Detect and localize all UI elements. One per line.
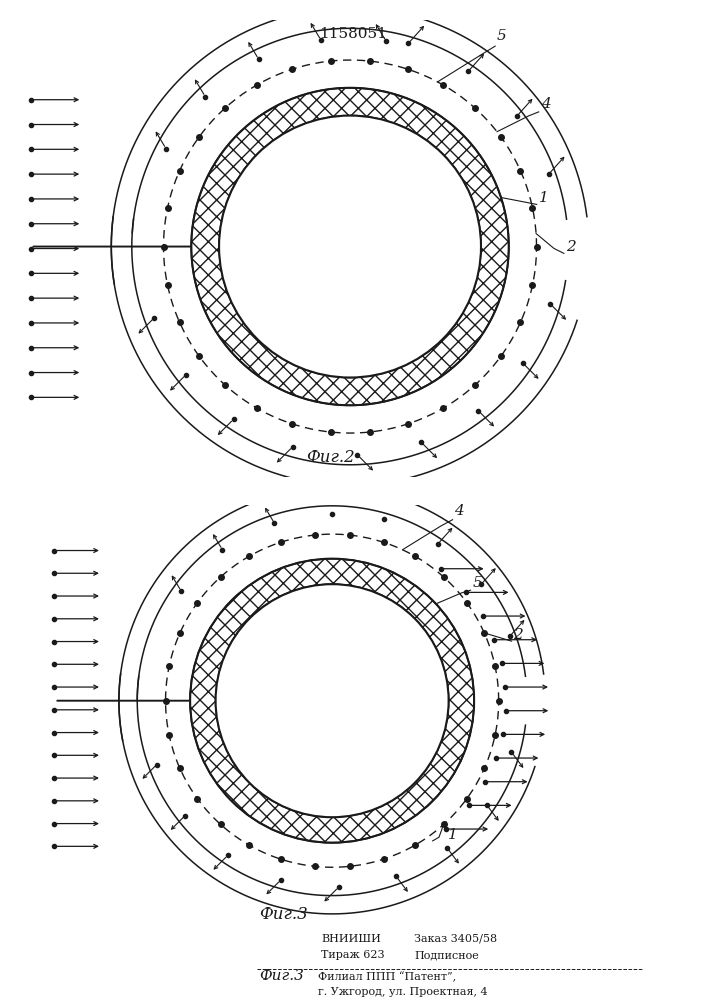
Text: 1: 1 bbox=[448, 828, 458, 842]
Text: ВНИИШИ: ВНИИШИ bbox=[321, 934, 381, 944]
Text: г. Ужгород, ул. Проектная, 4: г. Ужгород, ул. Проектная, 4 bbox=[318, 987, 488, 997]
Text: Фиг.2: Фиг.2 bbox=[306, 449, 354, 466]
Text: 4: 4 bbox=[541, 97, 551, 111]
Circle shape bbox=[219, 116, 481, 378]
Text: 2: 2 bbox=[513, 628, 523, 642]
Circle shape bbox=[216, 584, 449, 817]
Text: 5: 5 bbox=[472, 576, 482, 590]
Text: 1: 1 bbox=[539, 191, 549, 205]
Text: 5: 5 bbox=[497, 29, 507, 43]
Text: Фиг.3: Фиг.3 bbox=[259, 969, 304, 983]
Text: 2: 2 bbox=[566, 240, 575, 254]
Text: Тираж 623: Тираж 623 bbox=[321, 950, 385, 960]
Text: 1158051: 1158051 bbox=[319, 27, 387, 41]
Text: Филиал ППП “Патент”,: Филиал ППП “Патент”, bbox=[318, 972, 457, 982]
Text: Подписное: Подписное bbox=[414, 950, 479, 960]
Text: Заказ 3405/58: Заказ 3405/58 bbox=[414, 934, 497, 944]
Text: Фиг.3: Фиг.3 bbox=[259, 906, 308, 923]
Text: 4: 4 bbox=[455, 504, 464, 518]
